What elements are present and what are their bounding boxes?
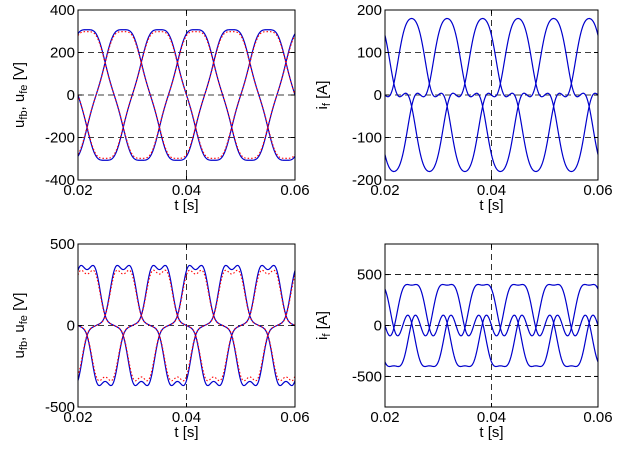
- x-tick-label: 0.06: [583, 409, 612, 426]
- y-tick-label: -400: [45, 172, 75, 189]
- x-tick-label: 0.04: [172, 182, 201, 199]
- waveform-series-1-phase-2: [384, 283, 599, 368]
- waveform-series-1-phase-1: [384, 283, 599, 368]
- chart-panel-3: 0.02 0.04 0.06 -500 0 500 t [s] ufb, ufe [V]: [11, 236, 310, 441]
- waveform-series-1-phase-3: [384, 17, 599, 173]
- y-axis-label: if [A]: [314, 311, 333, 340]
- waveform-series-1-phase-1: [77, 29, 296, 161]
- waveform-series-2-phase-2: [77, 269, 296, 382]
- waveform-series-1-phase-1: [384, 17, 599, 173]
- y-tick-label: 0: [67, 318, 75, 335]
- waveform-series-2-phase-1: [77, 31, 296, 159]
- y-tick-label: 0: [67, 87, 75, 104]
- y-tick-label: -200: [352, 172, 382, 189]
- y-tick-label: -500: [45, 399, 75, 416]
- y-tick-label: 500: [50, 236, 75, 253]
- y-tick-label: -200: [45, 130, 75, 147]
- waveform-series-2-phase-3: [77, 269, 296, 382]
- waveform-series-1-phase-3: [384, 283, 599, 368]
- x-tick-label: 0.04: [477, 182, 506, 199]
- y-axis-label: if [A]: [314, 81, 333, 110]
- x-axis-label: t [s]: [479, 424, 503, 441]
- x-axis-label: t [s]: [479, 197, 503, 214]
- x-tick-label: 0.02: [63, 409, 92, 426]
- x-tick-label: 0.04: [477, 409, 506, 426]
- y-tick-label: -500: [352, 368, 382, 385]
- x-tick-label: 0.02: [63, 182, 92, 199]
- y-tick-label: 200: [357, 2, 382, 19]
- x-tick-label: 0.06: [280, 182, 309, 199]
- y-tick-label: 400: [50, 2, 75, 19]
- y-tick-label: 0: [374, 318, 382, 335]
- chart-panel-4: 0.02 0.04 0.06 -500 0 500 t [s] if [A]: [314, 243, 613, 441]
- y-tick-label: 100: [357, 45, 382, 62]
- y-axis-label: ufb, ufe [V]: [11, 62, 30, 128]
- waveform-series-2-phase-2: [77, 31, 296, 159]
- x-tick-label: 0.06: [583, 182, 612, 199]
- y-tick-label: 0: [374, 87, 382, 104]
- x-axis-label: t [s]: [174, 424, 198, 441]
- waveform-series-1-phase-1: [77, 264, 296, 387]
- chart-panel-2: 0.02 0.04 0.06 -200 -100 0 100 200 t [s] if [A]: [314, 2, 613, 214]
- x-axis-label: t [s]: [174, 197, 198, 214]
- x-tick-label: 0.02: [370, 409, 399, 426]
- waveform-series-2-phase-3: [77, 31, 296, 159]
- y-axis-label: ufb, ufe [V]: [11, 293, 30, 359]
- y-tick-label: 200: [50, 45, 75, 62]
- waveform-series-1-phase-3: [77, 264, 296, 387]
- y-tick-label: -100: [352, 130, 382, 147]
- x-tick-label: 0.06: [280, 409, 309, 426]
- y-tick-label: 500: [357, 267, 382, 284]
- waveform-series-1-phase-2: [384, 17, 599, 173]
- x-tick-label: 0.04: [172, 409, 201, 426]
- x-tick-label: 0.02: [370, 182, 399, 199]
- chart-panel-1: 0.02 0.04 0.06 -400 -200 0 200 400 t [s] ufb, ufe…: [11, 2, 310, 214]
